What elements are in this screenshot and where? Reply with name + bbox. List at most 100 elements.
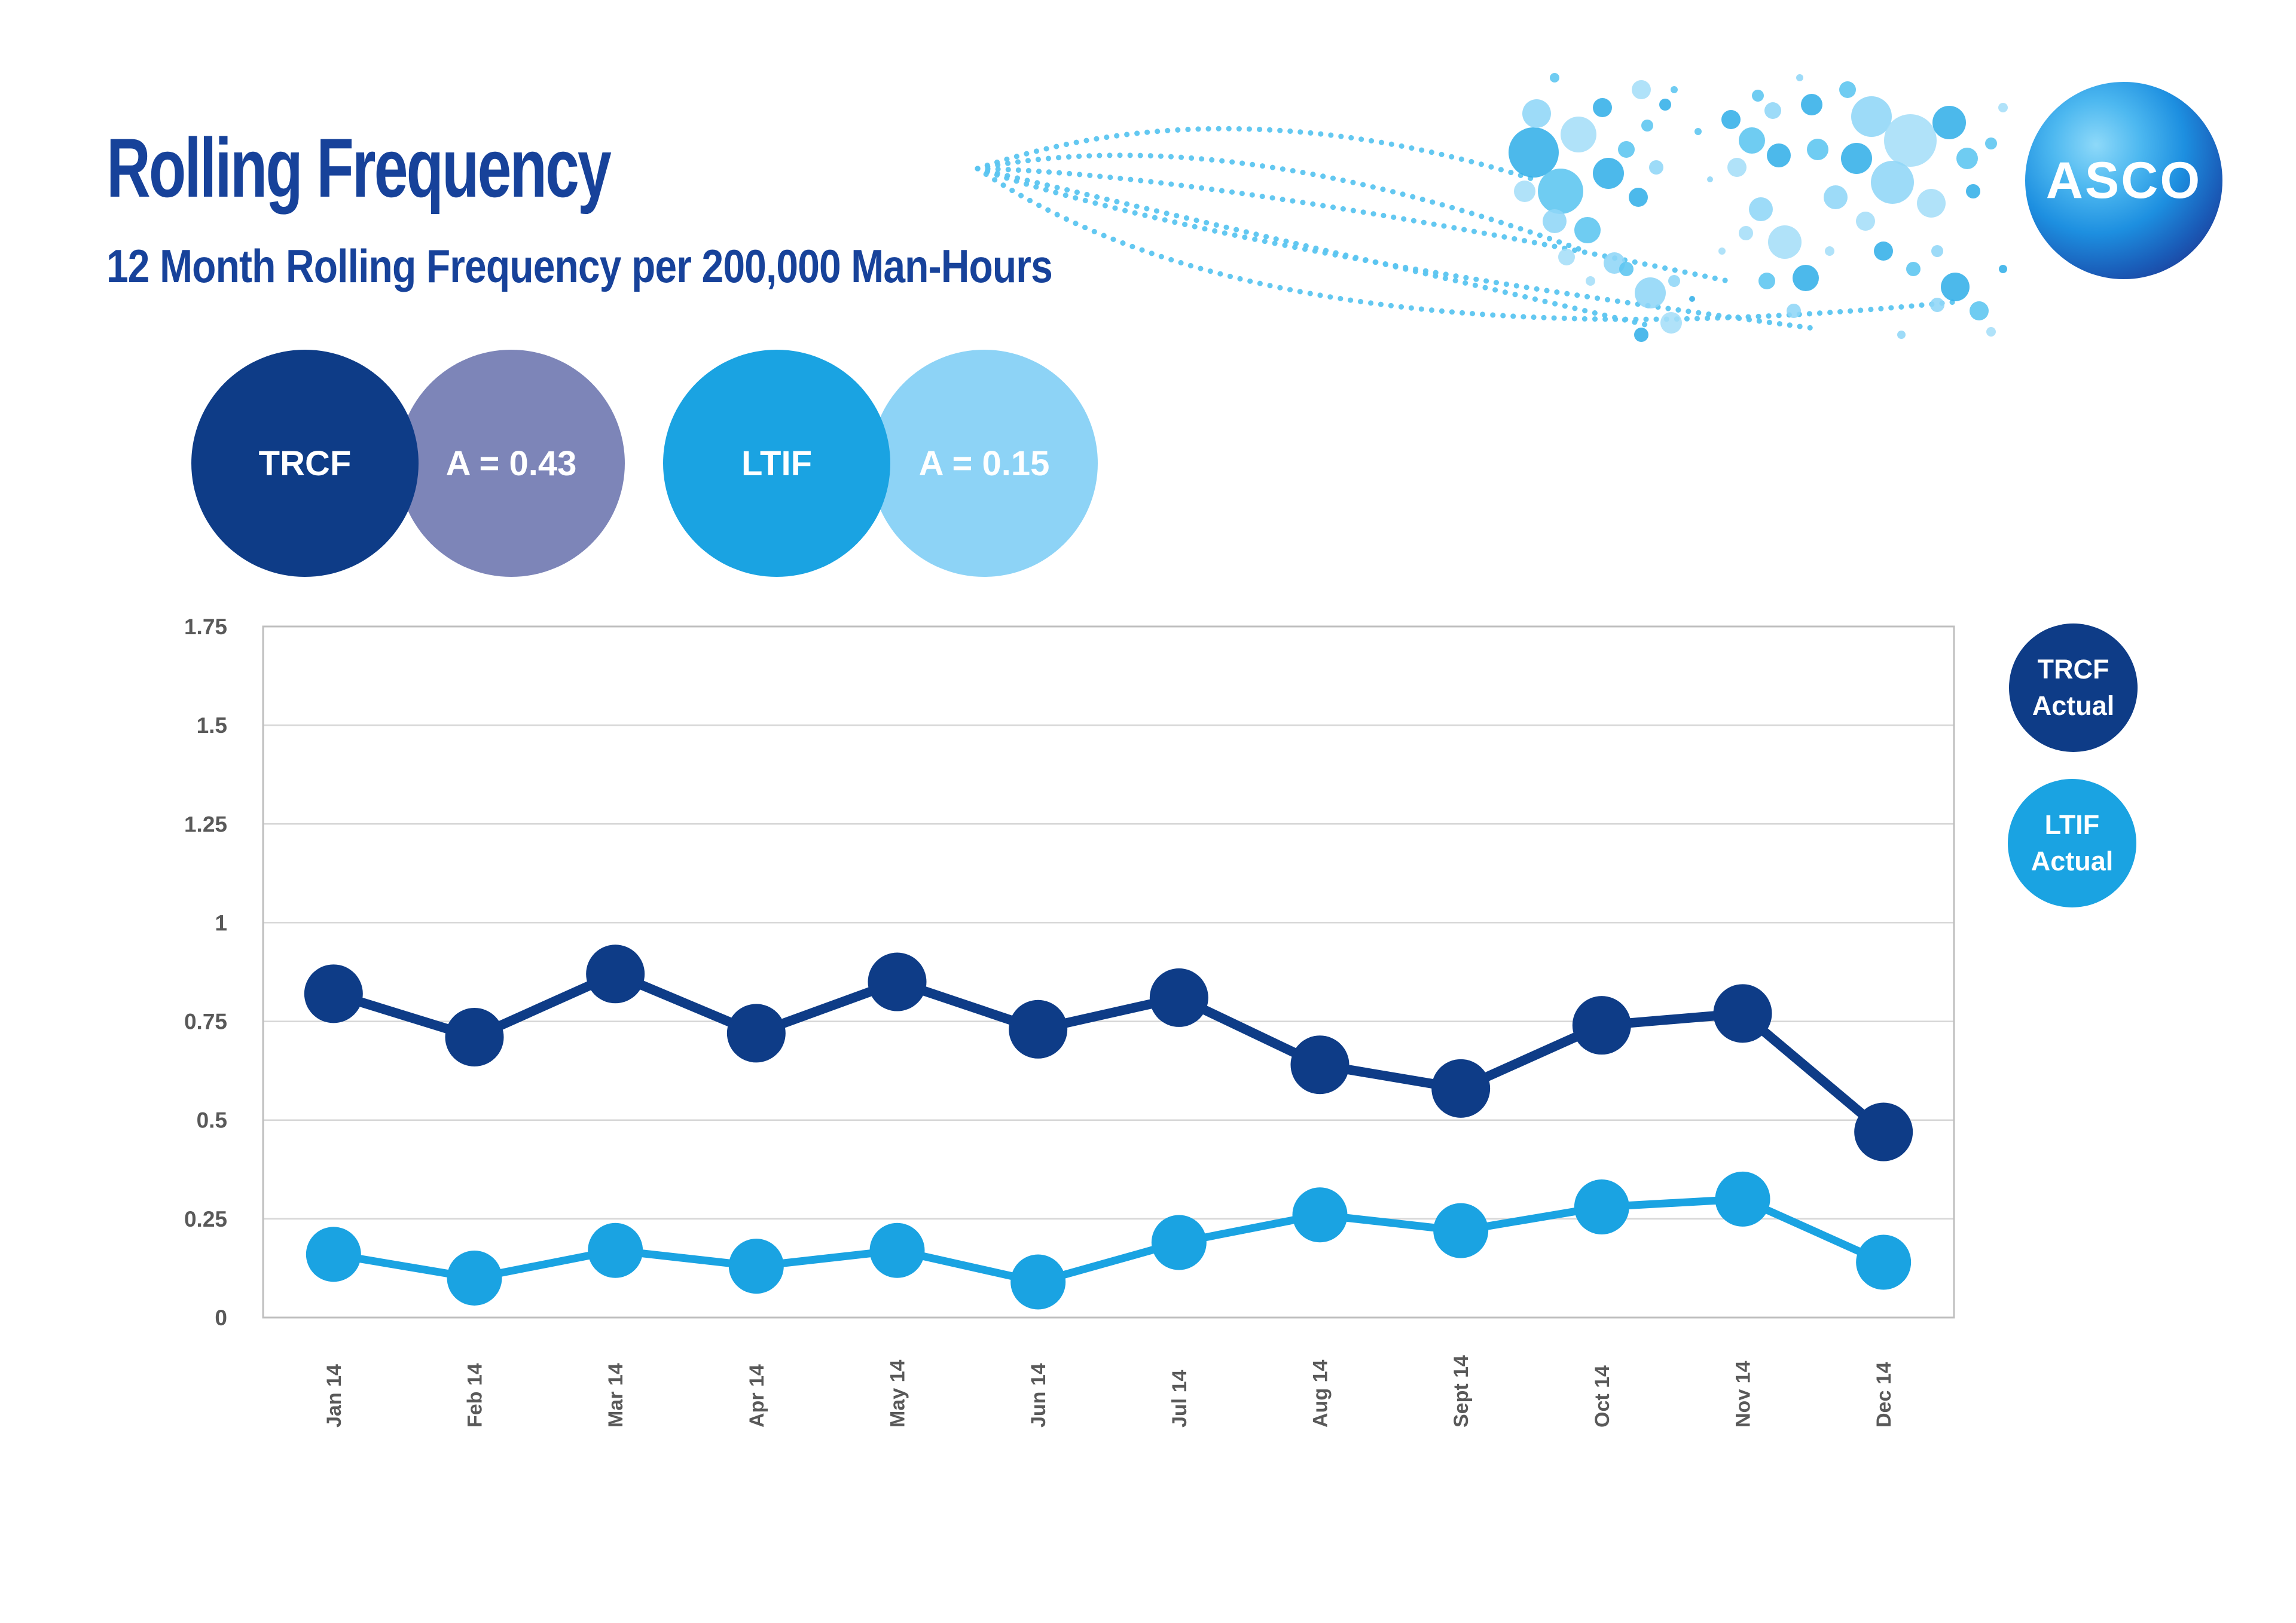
trcf-data-point <box>1713 984 1772 1043</box>
map-bubble <box>1739 226 1753 240</box>
map-bubble <box>1824 185 1848 209</box>
map-bubble <box>1825 246 1834 256</box>
map-bubble <box>1618 141 1635 158</box>
map-bubble <box>1787 304 1801 318</box>
map-bubble <box>1739 127 1765 154</box>
legend-trcf-actual: TRCF Actual <box>2009 623 2138 752</box>
trcf-data-point <box>586 945 645 1004</box>
map-bubble <box>1641 120 1653 132</box>
trcf-data-point <box>1572 996 1631 1055</box>
map-bubble <box>1884 114 1937 167</box>
map-bubble <box>1871 161 1914 204</box>
ltif-data-point <box>1715 1171 1770 1227</box>
trcf-data-point <box>726 1004 786 1063</box>
y-tick-label: 1.5 <box>197 713 227 738</box>
ltif-data-point <box>869 1222 925 1278</box>
ltif-line <box>329 1195 1888 1286</box>
ltif-data-point <box>1574 1179 1629 1235</box>
map-bubble <box>1839 81 1856 98</box>
map-bubble <box>1550 73 1559 82</box>
ltif-label: LTIF <box>741 444 813 483</box>
map-bubble <box>1574 217 1601 243</box>
map-bubble <box>1509 127 1559 178</box>
map-bubble <box>1749 197 1773 221</box>
map-bubble <box>1727 158 1747 177</box>
ltif-data-point <box>447 1250 502 1306</box>
map-bubble <box>1801 94 1822 115</box>
map-bubble <box>1897 331 1906 339</box>
ltif-data-point <box>588 1222 643 1278</box>
x-tick-label: Jan 14 <box>323 1364 346 1428</box>
trcf-line <box>328 969 1889 1137</box>
ltif-data-point <box>1151 1215 1207 1270</box>
map-bubble <box>1956 148 1978 169</box>
map-bubble <box>1917 189 1946 218</box>
y-tick-label: 1.25 <box>184 812 227 836</box>
trcf-data-point <box>1009 1000 1068 1059</box>
trcf-data-point <box>304 964 363 1023</box>
map-bubble <box>1514 181 1535 202</box>
map-bubble <box>1558 249 1575 265</box>
map-bubble <box>1851 96 1892 137</box>
y-tick-label: 0 <box>215 1306 227 1330</box>
x-tick-label: Jul 14 <box>1168 1370 1191 1428</box>
map-bubble <box>1689 296 1695 302</box>
map-bubble <box>1632 80 1651 99</box>
ltif-circle: LTIF <box>663 350 890 577</box>
map-bubble <box>1561 117 1596 152</box>
ltif-data-point <box>1292 1187 1348 1243</box>
map-bubble <box>1694 128 1702 135</box>
map-bubble <box>1758 273 1775 289</box>
dotted-route-line <box>975 166 1653 329</box>
map-bubble <box>1619 262 1634 276</box>
dotted-route-line <box>975 166 1731 284</box>
x-tick-label: Nov 14 <box>1732 1361 1755 1428</box>
trcf-data-point <box>1149 968 1208 1027</box>
map-bubble <box>1793 265 1819 291</box>
map-bubble <box>1966 184 1980 198</box>
page-subtitle: 12 Month Rolling Frequency per 200,000 M… <box>106 240 1053 292</box>
map-bubble <box>1586 276 1595 286</box>
map-bubble <box>1721 110 1741 129</box>
map-bubble <box>1768 225 1802 259</box>
trcf-data-point <box>868 952 927 1011</box>
trcf-data-point <box>1854 1102 1913 1162</box>
legend-trcf-actual-label: TRCF Actual <box>2032 653 2115 721</box>
dotted-route-line <box>975 126 1537 182</box>
legend-ltif-actual-label: LTIF Actual <box>2031 809 2114 876</box>
map-bubble <box>1841 143 1872 174</box>
map-bubble <box>1593 98 1612 117</box>
ltif-target-circle: A = 0.15 <box>871 350 1098 577</box>
x-tick-label: Apr 14 <box>746 1364 768 1428</box>
map-bubble <box>1932 106 1966 139</box>
map-bubble <box>1649 160 1663 175</box>
x-tick-label: Feb 14 <box>464 1363 487 1428</box>
map-bubble <box>1635 277 1666 308</box>
y-tick-label: 0.75 <box>184 1010 227 1034</box>
x-tick-label: Dec 14 <box>1873 1362 1895 1428</box>
map-bubble <box>1931 245 1943 257</box>
map-bubble <box>1985 137 1997 149</box>
trcf-target-label: A = 0.43 <box>445 444 577 483</box>
ltif-data-point <box>728 1239 784 1294</box>
map-bubble <box>1874 242 1893 261</box>
y-tick-label: 1 <box>215 910 227 935</box>
map-bubble <box>1629 188 1648 207</box>
map-bubble <box>1718 247 1726 255</box>
map-bubble <box>1543 209 1567 233</box>
ltif-data-point <box>1010 1254 1066 1310</box>
dotted-route-line <box>975 152 1587 254</box>
x-tick-label: Sept 14 <box>1450 1355 1473 1428</box>
map-bubble <box>1522 99 1551 128</box>
map-bubble <box>1752 90 1764 102</box>
trcf-target-circle: A = 0.43 <box>398 350 625 577</box>
map-bubble <box>1906 262 1921 276</box>
map-bubble <box>1660 312 1682 334</box>
map-bubble <box>1999 265 2007 273</box>
map-bubble <box>1998 103 2008 112</box>
map-bubble <box>1796 74 1803 81</box>
x-tick-label: May 14 <box>887 1360 909 1428</box>
